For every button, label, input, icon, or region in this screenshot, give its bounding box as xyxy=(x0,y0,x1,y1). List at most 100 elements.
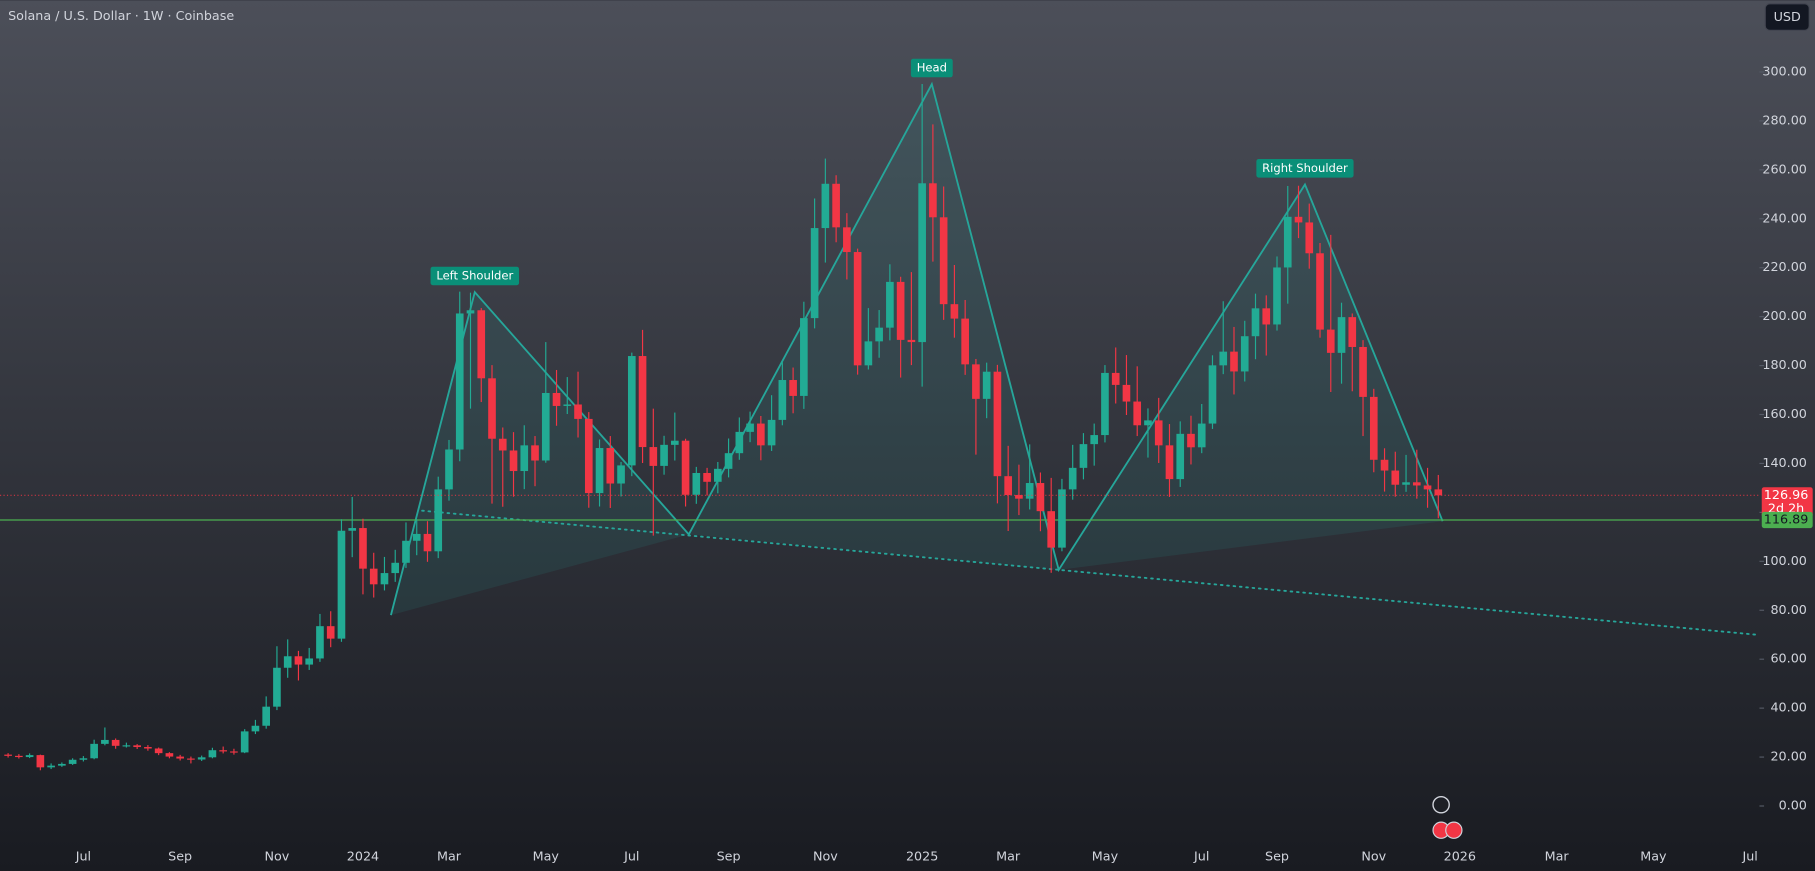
x-tick-label: Nov xyxy=(265,849,290,864)
candle-body xyxy=(627,356,636,466)
candle-body xyxy=(423,533,432,552)
candle-body xyxy=(1090,435,1099,445)
candle-body xyxy=(531,445,539,461)
candle-body xyxy=(154,748,163,754)
candle-body xyxy=(283,656,292,668)
candle-body xyxy=(1025,483,1034,499)
candle-body xyxy=(240,731,249,753)
candle-body xyxy=(445,449,453,490)
candle-body xyxy=(1036,483,1045,512)
candle-body xyxy=(1294,216,1303,223)
x-tick-label: Nov xyxy=(813,849,838,864)
x-tick-label: Jul xyxy=(623,849,639,864)
y-tick-label: 0.00 xyxy=(1779,799,1807,814)
candle-body xyxy=(509,450,518,472)
candle-body xyxy=(165,753,174,757)
x-tick-label: May xyxy=(1640,849,1667,864)
candle-body xyxy=(1230,351,1238,372)
candle-body xyxy=(122,745,131,747)
y-tick-label: 220.00 xyxy=(1762,260,1807,275)
candle-body xyxy=(563,404,572,406)
y-tick-label: 180.00 xyxy=(1762,358,1807,373)
candle-body xyxy=(380,573,389,585)
x-tick-label: Jul xyxy=(1741,849,1757,864)
candle-body xyxy=(735,431,744,454)
y-tick-label: 20.00 xyxy=(1770,750,1806,765)
x-tick-label: Mar xyxy=(996,849,1021,864)
pattern-fill xyxy=(688,84,1059,570)
candle-body xyxy=(348,528,357,531)
pattern-label-box xyxy=(1256,159,1354,178)
candle-body xyxy=(606,448,615,484)
pattern-label: Head xyxy=(917,60,947,74)
candle-body xyxy=(488,378,496,439)
candle-body xyxy=(90,743,98,759)
candle-body xyxy=(208,750,217,758)
candle-body xyxy=(767,419,776,446)
candle-body xyxy=(412,533,421,541)
candle-body xyxy=(541,392,550,461)
candle-body xyxy=(369,568,378,585)
pattern-label-box xyxy=(430,266,520,286)
candle-body xyxy=(703,472,711,482)
candles xyxy=(4,83,1443,771)
candle-body xyxy=(1079,444,1088,468)
level-tag xyxy=(1761,511,1813,529)
last-price-tag xyxy=(1761,487,1813,518)
candle-body xyxy=(950,304,959,319)
candle-body xyxy=(187,758,195,760)
level-label: 116.89 xyxy=(1764,512,1809,527)
candle-body xyxy=(1380,459,1389,471)
currency-label[interactable]: USD xyxy=(1774,10,1801,25)
candle-body xyxy=(68,759,77,764)
candle-body xyxy=(617,465,625,484)
candle-body xyxy=(25,755,34,758)
candle-body xyxy=(832,183,840,228)
candle-body xyxy=(359,528,367,569)
candle-body xyxy=(853,252,862,366)
candle-body xyxy=(79,758,88,760)
candle-body xyxy=(316,626,324,659)
currency-button[interactable] xyxy=(1764,3,1810,31)
candle-body xyxy=(746,423,754,432)
candle-body xyxy=(660,444,668,466)
candle-body xyxy=(176,756,184,759)
candle-body xyxy=(552,392,561,406)
pattern-label-box xyxy=(910,58,953,78)
candle-body xyxy=(929,183,937,218)
pattern-fill xyxy=(1058,184,1443,570)
candle-body xyxy=(692,472,701,495)
candle-body xyxy=(1122,384,1131,402)
candle-body xyxy=(466,310,475,314)
candle-body xyxy=(1423,485,1432,490)
candle-body xyxy=(391,562,400,574)
x-tick-label: 2026 xyxy=(1444,849,1476,864)
pattern-label: Left Shoulder xyxy=(436,268,513,282)
x-tick-label: Sep xyxy=(168,849,192,864)
x-tick-label: 2025 xyxy=(906,849,938,864)
last-price-label: 126.96 xyxy=(1764,488,1809,503)
candle-body xyxy=(1058,489,1066,548)
candle-body xyxy=(789,380,797,396)
candle-body xyxy=(886,281,894,328)
candle-body xyxy=(757,423,765,446)
x-tick-label: Sep xyxy=(1265,849,1289,864)
candle-body xyxy=(1337,317,1346,353)
x-tick-label: Jul xyxy=(75,849,91,864)
candle-body xyxy=(1165,445,1174,480)
candle-body xyxy=(477,310,486,379)
candle-body xyxy=(1326,329,1335,353)
candle-body xyxy=(1316,253,1324,330)
candle-body xyxy=(907,339,916,343)
candle-body xyxy=(197,757,206,760)
candle-body xyxy=(230,751,238,753)
y-tick-label: 240.00 xyxy=(1762,211,1807,226)
candle-body xyxy=(1144,420,1152,426)
candle-body xyxy=(638,356,647,448)
candle-body xyxy=(294,656,303,665)
candle-body xyxy=(649,447,658,466)
candle-body xyxy=(1047,511,1056,548)
candle-body xyxy=(434,489,443,552)
